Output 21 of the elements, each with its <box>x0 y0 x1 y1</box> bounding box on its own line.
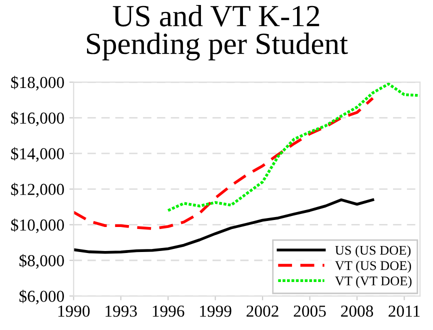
x-tick-label: 2008 <box>341 306 374 317</box>
y-tick-label: $16,000 <box>11 112 64 126</box>
y-tick-label: $6,000 <box>19 290 64 304</box>
line-series <box>74 96 374 230</box>
x-tick-label: 1999 <box>200 306 232 317</box>
y-tick-label: $18,000 <box>11 76 64 91</box>
x-tick-label: 1990 <box>58 306 90 317</box>
legend-label: VT (VT DOE) <box>335 276 412 288</box>
line-series <box>166 82 420 212</box>
y-tick-label: $8,000 <box>19 254 64 269</box>
legend-label: US (US DOE) <box>335 245 411 258</box>
y-tick-label: $12,000 <box>11 182 64 198</box>
y-tick-label: $10,000 <box>11 218 64 234</box>
x-tick-label: 1996 <box>152 306 184 317</box>
x-tick-label: 2005 <box>294 306 326 317</box>
x-tick-label: 2011 <box>388 306 420 317</box>
legend-label: VT (US DOE) <box>335 260 412 273</box>
chart-title: US and VT K-12 Spending per Student <box>86 4 348 60</box>
x-tick-label: 1993 <box>106 306 137 317</box>
x-tick-label: 2002 <box>246 306 278 317</box>
y-tick-label: $14,000 <box>11 147 64 162</box>
